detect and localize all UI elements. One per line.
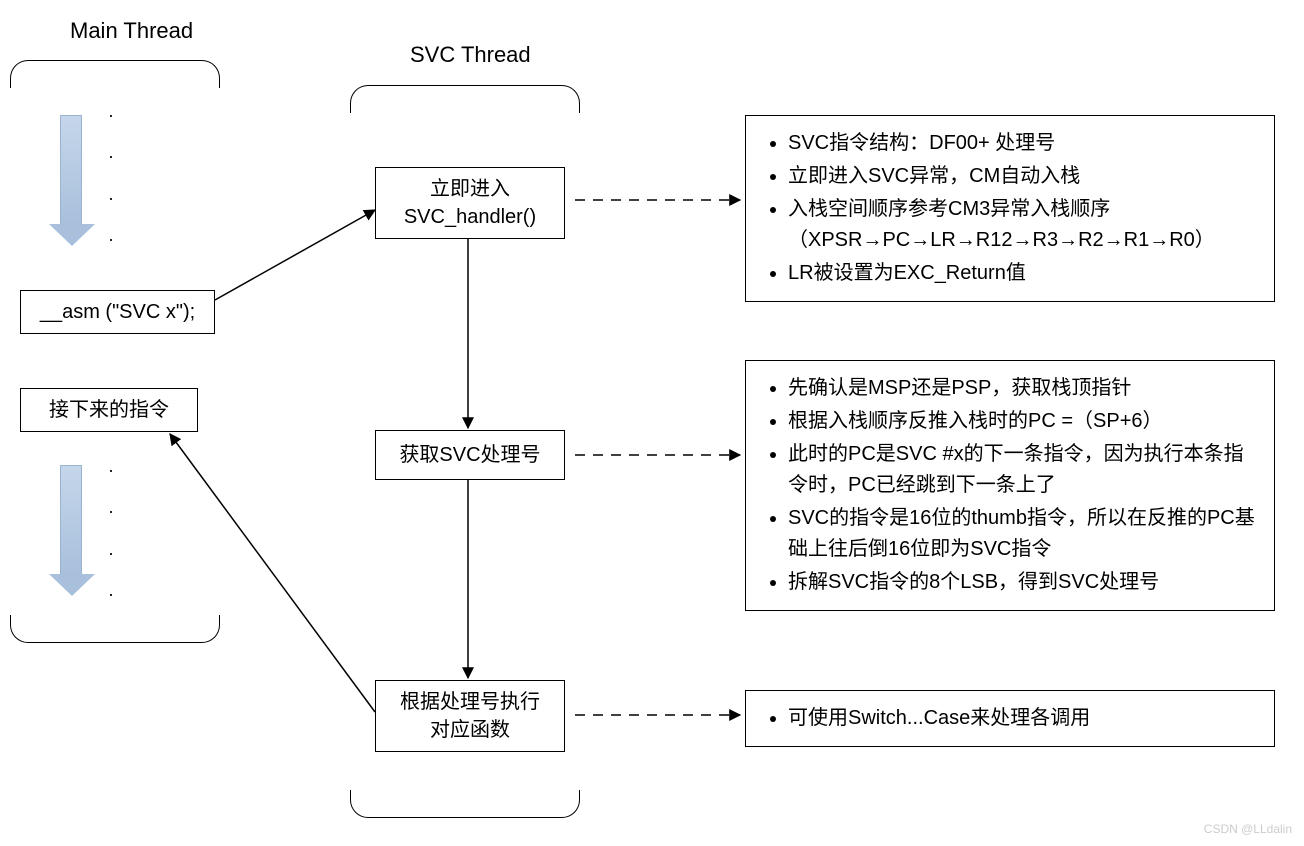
info2-item4: SVC的指令是16位的thumb指令，所以在反推的PC基础上往后倒16位即为SV… (788, 503, 1260, 565)
info-box-2: 先确认是MSP还是PSP，获取栈顶指针 根据入栈顺序反推入栈时的PC =（SP+… (745, 360, 1275, 611)
info1-item3: 入栈空间顺序参考CM3异常入栈顺序（XPSR→PC→LR→R12→R3→R2→R… (788, 194, 1260, 256)
svc-thread-title: SVC Thread (410, 42, 531, 68)
asm-text: __asm ("SVC x"); (40, 298, 195, 326)
next-instr-text: 接下来的指令 (49, 396, 169, 424)
info3-item1: 可使用Switch...Case来处理各调用 (788, 703, 1260, 734)
main-bracket-top-1 (10, 60, 220, 88)
main-flow-arrow-2 (60, 465, 82, 575)
svc-step1-box: 立即进入 SVC_handler() (375, 167, 565, 239)
svc-bracket-top (350, 85, 580, 113)
info-box-1: SVC指令结构：DF00+ 处理号 立即进入SVC异常，CM自动入栈 入栈空间顺… (745, 115, 1275, 302)
main-dots-2: ···· (108, 450, 114, 616)
svc-step1-l2: SVC_handler() (404, 203, 536, 231)
svc-step2-box: 获取SVC处理号 (375, 430, 565, 480)
main-thread-title: Main Thread (70, 18, 193, 44)
info1-item2: 立即进入SVC异常，CM自动入栈 (788, 161, 1260, 192)
info2-item3: 此时的PC是SVC #x的下一条指令，因为执行本条指令时，PC已经跳到下一条上了 (788, 439, 1260, 501)
svc-bracket-bot (350, 790, 580, 818)
info2-item5: 拆解SVC指令的8个LSB，得到SVC处理号 (788, 567, 1260, 598)
svc-step2-text: 获取SVC处理号 (399, 441, 540, 469)
info-box-3: 可使用Switch...Case来处理各调用 (745, 690, 1275, 747)
info2-item1: 先确认是MSP还是PSP，获取栈顶指针 (788, 373, 1260, 404)
main-flow-arrow-1 (60, 115, 82, 225)
main-bracket-bot (10, 615, 220, 643)
asm-box: __asm ("SVC x"); (20, 290, 215, 334)
info1-item4: LR被设置为EXC_Return值 (788, 258, 1260, 289)
info2-item2: 根据入栈顺序反推入栈时的PC =（SP+6） (788, 406, 1260, 437)
svc-step3-box: 根据处理号执行 对应函数 (375, 680, 565, 752)
main-dots-1: ···· (108, 95, 114, 261)
next-instr-box: 接下来的指令 (20, 388, 198, 432)
svc-step3-l1: 根据处理号执行 (400, 688, 540, 716)
info1-item1: SVC指令结构：DF00+ 处理号 (788, 128, 1260, 159)
svc-step1-l1: 立即进入 (404, 175, 536, 203)
svc-step3-l2: 对应函数 (400, 716, 540, 744)
watermark: CSDN @LLdalin (1204, 822, 1292, 836)
